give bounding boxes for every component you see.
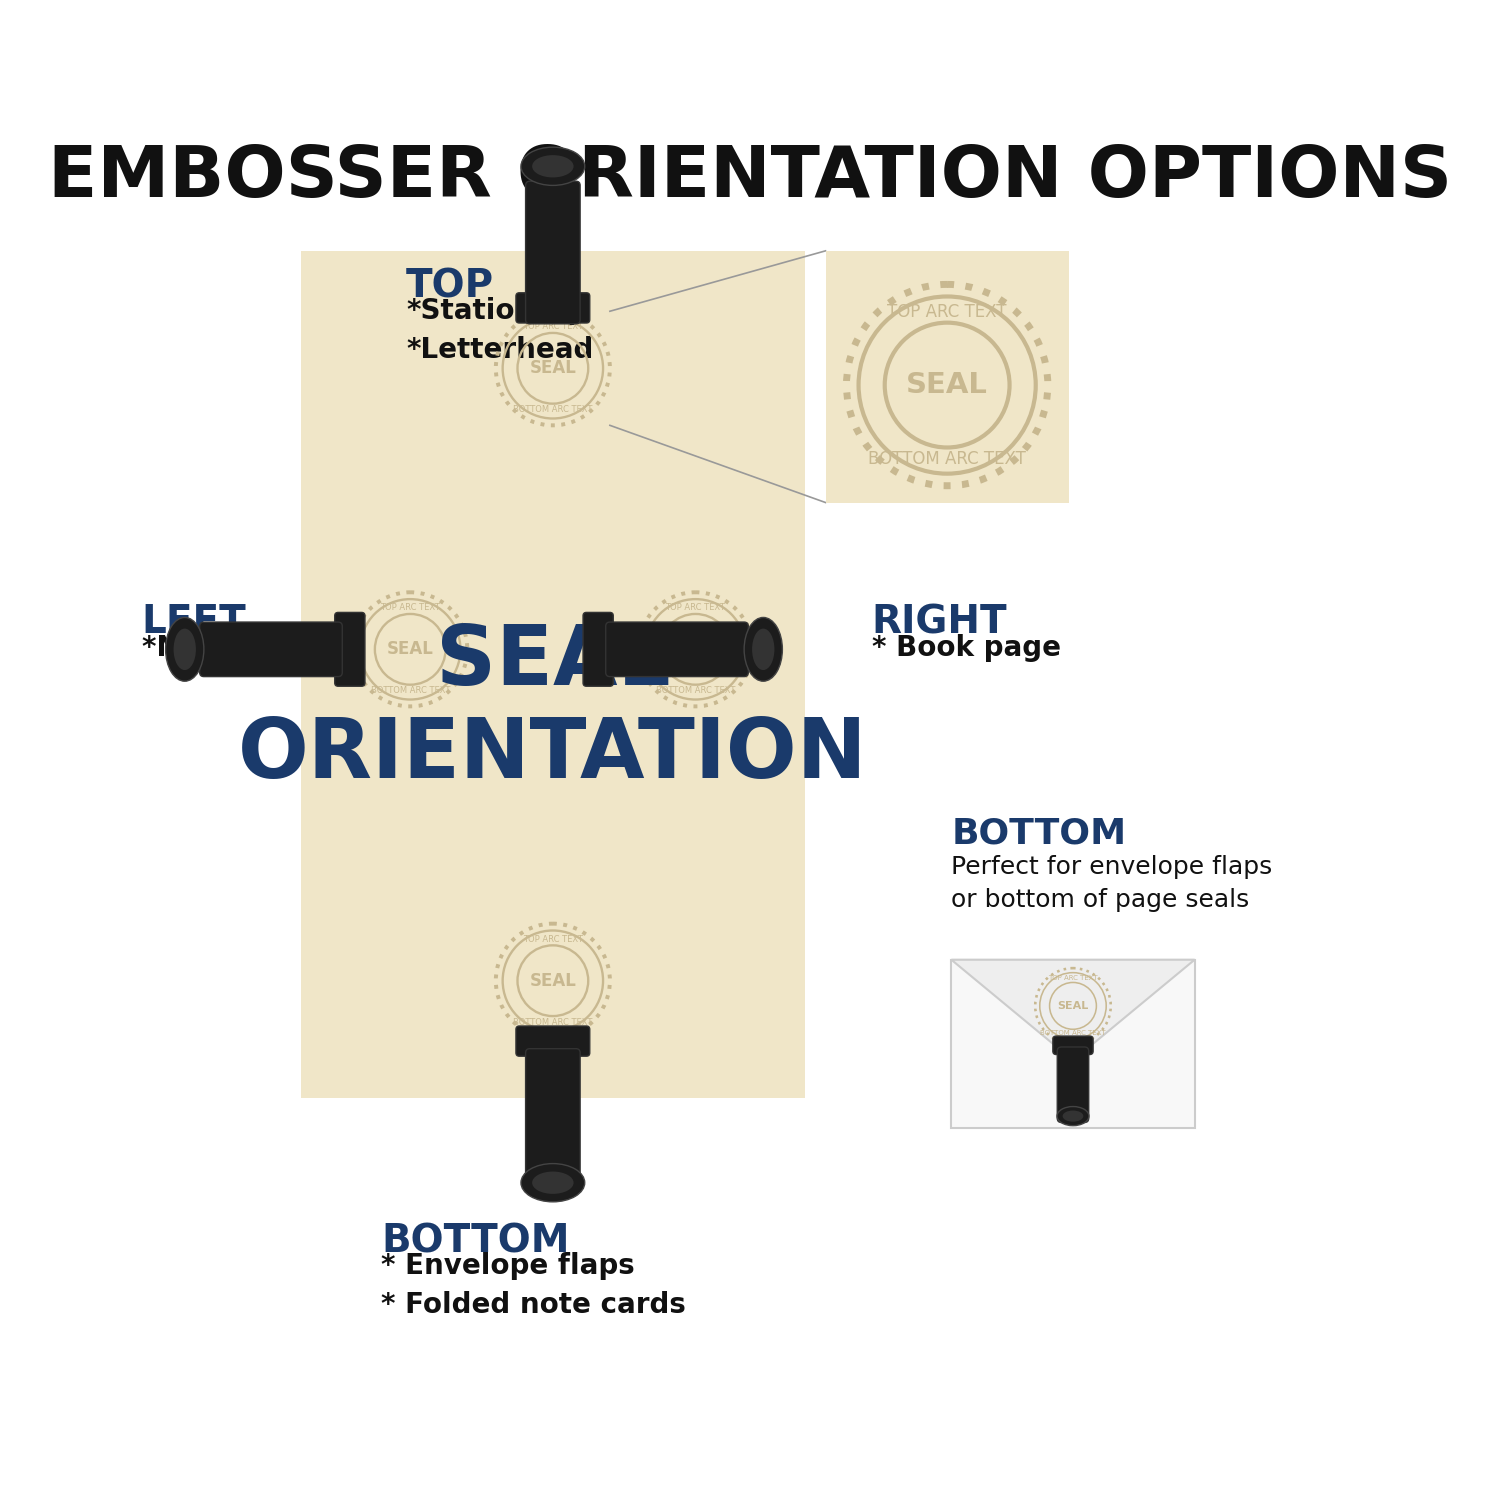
Text: SEAL
ORIENTATION: SEAL ORIENTATION bbox=[238, 621, 867, 795]
Text: RIGHT: RIGHT bbox=[871, 603, 1008, 640]
Text: *Stationery
*Letterhead: *Stationery *Letterhead bbox=[406, 297, 594, 364]
Text: BOTTOM ARC TEXT: BOTTOM ARC TEXT bbox=[513, 1019, 592, 1028]
FancyBboxPatch shape bbox=[302, 251, 804, 1098]
Text: BOTTOM ARC TEXT: BOTTOM ARC TEXT bbox=[1040, 1030, 1106, 1036]
Ellipse shape bbox=[744, 618, 783, 681]
FancyBboxPatch shape bbox=[584, 612, 614, 686]
FancyBboxPatch shape bbox=[1053, 1036, 1094, 1054]
FancyBboxPatch shape bbox=[334, 612, 364, 686]
Text: * Envelope flaps
* Folded note cards: * Envelope flaps * Folded note cards bbox=[381, 1251, 686, 1318]
Ellipse shape bbox=[165, 618, 204, 681]
FancyBboxPatch shape bbox=[525, 182, 580, 324]
FancyBboxPatch shape bbox=[951, 960, 1194, 1128]
Text: TOP ARC TEXT: TOP ARC TEXT bbox=[666, 603, 726, 612]
Text: SEAL: SEAL bbox=[906, 370, 989, 399]
Text: BOTTOM ARC TEXT: BOTTOM ARC TEXT bbox=[656, 687, 735, 696]
Text: TOP ARC TEXT: TOP ARC TEXT bbox=[524, 322, 584, 332]
Text: SEAL: SEAL bbox=[1058, 1000, 1089, 1011]
FancyBboxPatch shape bbox=[516, 1026, 590, 1056]
Text: SEAL: SEAL bbox=[530, 360, 576, 378]
Text: TOP ARC TEXT: TOP ARC TEXT bbox=[524, 934, 584, 944]
Text: SEAL: SEAL bbox=[387, 640, 433, 658]
Polygon shape bbox=[951, 960, 1194, 1060]
Text: BOTTOM ARC TEXT: BOTTOM ARC TEXT bbox=[370, 687, 450, 696]
Text: Perfect for envelope flaps
or bottom of page seals: Perfect for envelope flaps or bottom of … bbox=[951, 855, 1272, 912]
Ellipse shape bbox=[752, 628, 774, 670]
FancyBboxPatch shape bbox=[200, 622, 342, 676]
Text: BOTTOM: BOTTOM bbox=[381, 1222, 570, 1260]
Ellipse shape bbox=[174, 628, 196, 670]
Text: EMBOSSER ORIENTATION OPTIONS: EMBOSSER ORIENTATION OPTIONS bbox=[48, 144, 1452, 213]
Ellipse shape bbox=[520, 147, 585, 186]
FancyBboxPatch shape bbox=[825, 251, 1070, 503]
Text: TOP: TOP bbox=[406, 267, 494, 306]
Ellipse shape bbox=[1062, 1110, 1083, 1122]
Text: BOTTOM ARC TEXT: BOTTOM ARC TEXT bbox=[513, 405, 592, 414]
Text: SEAL: SEAL bbox=[672, 640, 718, 658]
FancyBboxPatch shape bbox=[525, 1048, 580, 1191]
Text: LEFT: LEFT bbox=[142, 603, 246, 640]
Text: BOTTOM ARC TEXT: BOTTOM ARC TEXT bbox=[868, 450, 1026, 468]
Ellipse shape bbox=[532, 154, 573, 177]
Ellipse shape bbox=[520, 1164, 585, 1202]
FancyBboxPatch shape bbox=[606, 622, 748, 676]
Text: TOP ARC TEXT: TOP ARC TEXT bbox=[1048, 975, 1098, 981]
Ellipse shape bbox=[532, 1172, 573, 1194]
FancyBboxPatch shape bbox=[1058, 1047, 1089, 1122]
Text: TOP ARC TEXT: TOP ARC TEXT bbox=[380, 603, 440, 612]
Text: TOP ARC TEXT: TOP ARC TEXT bbox=[888, 303, 1007, 321]
Text: BOTTOM: BOTTOM bbox=[951, 816, 1126, 850]
Text: *Not Common: *Not Common bbox=[142, 634, 357, 662]
FancyBboxPatch shape bbox=[516, 292, 590, 322]
Ellipse shape bbox=[1058, 1107, 1089, 1125]
Text: SEAL: SEAL bbox=[530, 972, 576, 990]
Text: * Book page: * Book page bbox=[871, 634, 1060, 662]
